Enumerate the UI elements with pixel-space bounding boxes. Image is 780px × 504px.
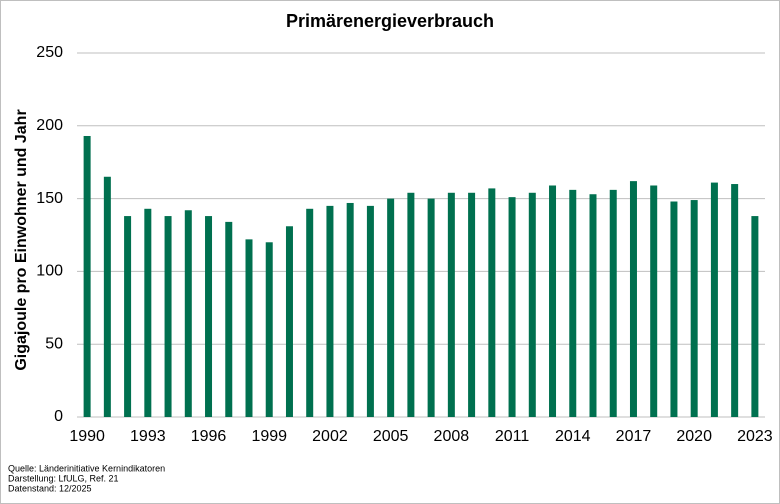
x-tick-label: 1996 (191, 428, 227, 445)
bar (103, 176, 111, 417)
bar (488, 188, 496, 417)
bar (589, 194, 597, 417)
x-tick-label: 1993 (130, 428, 166, 445)
y-tick-label: 200 (36, 117, 63, 134)
x-tick-label: 2014 (555, 428, 591, 445)
bar (306, 208, 314, 417)
bar (609, 189, 617, 417)
y-tick-label: 150 (36, 190, 63, 207)
bar (427, 198, 435, 417)
footnote: Datenstand: 12/2025 (8, 483, 92, 493)
x-tick-label: 2011 (495, 428, 530, 445)
bar (629, 181, 637, 417)
bar (549, 185, 557, 417)
bar (225, 221, 233, 417)
bar (205, 216, 213, 417)
bar (265, 242, 273, 417)
bar (710, 182, 718, 417)
y-tick-label: 0 (54, 408, 63, 425)
x-tick-label: 1999 (251, 428, 287, 445)
x-tick-label: 1990 (69, 428, 105, 445)
bar (650, 185, 658, 417)
bar (245, 239, 253, 417)
x-tick-label: 2002 (312, 428, 348, 445)
chart-title: Primärenergieverbrauch (286, 11, 494, 31)
y-tick-label: 250 (36, 44, 63, 61)
footnote: Darstellung: LfULG, Ref. 21 (8, 473, 119, 483)
x-tick-label: 2020 (676, 428, 712, 445)
bar (366, 205, 374, 417)
x-tick-label: 2017 (616, 428, 652, 445)
x-tick-label: 2008 (434, 428, 470, 445)
y-tick-label: 50 (45, 335, 63, 352)
bar (468, 192, 476, 417)
bar (164, 216, 172, 417)
bar (326, 205, 334, 417)
bar (346, 202, 354, 417)
bar (751, 216, 759, 417)
x-tick-label: 2023 (737, 428, 773, 445)
bar (83, 135, 91, 417)
bar (508, 197, 516, 417)
footnote: Quelle: Länderinitiative Kernindikatoren (8, 463, 165, 473)
bar (387, 198, 395, 417)
bar (528, 192, 536, 417)
bar (407, 192, 415, 417)
bar (731, 184, 739, 417)
bar (670, 201, 678, 417)
x-tick-label: 2005 (373, 428, 409, 445)
y-tick-label: 100 (36, 263, 63, 280)
bar (285, 226, 293, 417)
bar (184, 210, 192, 417)
y-axis-title: Gigajoule pro Einwohner und Jahr (13, 109, 30, 370)
bar (569, 189, 577, 417)
bar (447, 192, 455, 417)
bar (144, 208, 152, 417)
bar (690, 200, 698, 417)
bar (124, 216, 132, 417)
